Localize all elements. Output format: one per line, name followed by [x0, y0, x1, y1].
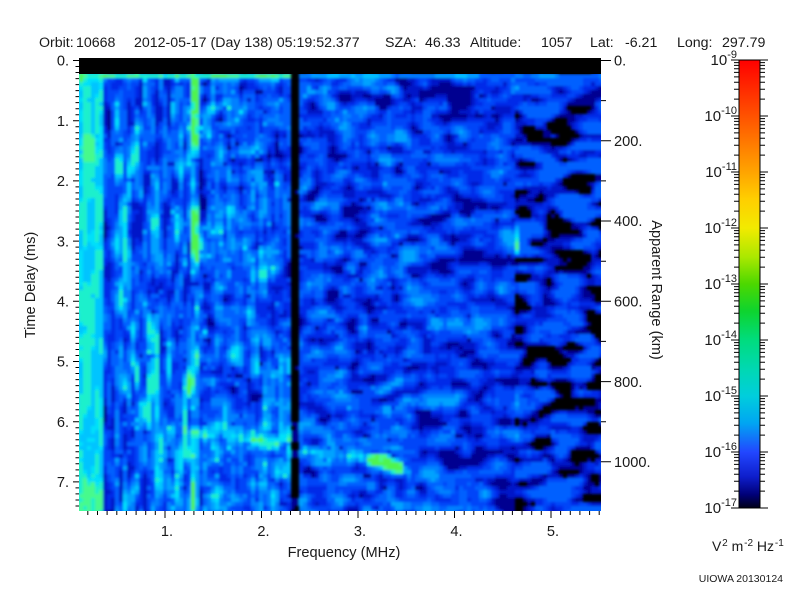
- svg-text:V 2 m -2 Hz -1: V 2 m -2 Hz -1: [712, 538, 784, 554]
- svg-text:2.: 2.: [257, 524, 269, 540]
- svg-text:Altitude:: Altitude:: [470, 35, 521, 51]
- svg-text:10-13: 10-13: [704, 273, 737, 293]
- svg-text:10-10: 10-10: [704, 105, 737, 125]
- svg-text:5.: 5.: [547, 524, 559, 540]
- svg-text:297.79: 297.79: [722, 35, 766, 51]
- svg-text:Time Delay (ms): Time Delay (ms): [23, 232, 39, 338]
- svg-text:10-16: 10-16: [704, 441, 737, 461]
- svg-text:3.: 3.: [354, 524, 366, 540]
- svg-text:4.: 4.: [57, 295, 69, 311]
- svg-text:Lat:: Lat:: [590, 35, 614, 51]
- svg-text:600.: 600.: [614, 295, 642, 311]
- svg-text:10-15: 10-15: [704, 385, 737, 405]
- svg-text:2.: 2.: [57, 174, 69, 190]
- svg-text:10-9: 10-9: [711, 49, 737, 69]
- svg-text:SZA:: SZA:: [385, 35, 417, 51]
- svg-text:Apparent Range (km): Apparent Range (km): [648, 220, 664, 360]
- svg-text:-6.21: -6.21: [625, 35, 657, 51]
- svg-text:6.: 6.: [57, 415, 69, 431]
- svg-text:UIOWA 20130124: UIOWA 20130124: [699, 573, 783, 585]
- svg-text:4.: 4.: [450, 524, 462, 540]
- svg-text:0.: 0.: [57, 54, 69, 70]
- svg-text:10-11: 10-11: [705, 161, 737, 181]
- svg-text:800.: 800.: [614, 375, 642, 391]
- svg-text:3.: 3.: [57, 234, 69, 250]
- svg-text:1.: 1.: [57, 114, 69, 130]
- svg-text:0.: 0.: [614, 54, 626, 70]
- svg-text:1057: 1057: [541, 35, 573, 51]
- svg-text:Frequency (MHz): Frequency (MHz): [288, 545, 401, 561]
- svg-text:10-17: 10-17: [704, 497, 737, 517]
- svg-text:Orbit:: Orbit:: [39, 35, 74, 51]
- svg-text:1000.: 1000.: [614, 455, 651, 471]
- svg-text:7.: 7.: [57, 475, 69, 491]
- svg-text:200.: 200.: [614, 134, 642, 150]
- svg-text:10668: 10668: [76, 35, 116, 51]
- svg-text:1.: 1.: [161, 524, 173, 540]
- svg-text:2012-05-17 (Day 138) 05:19:52.: 2012-05-17 (Day 138) 05:19:52.377: [134, 35, 360, 51]
- svg-text:10-12: 10-12: [704, 217, 737, 237]
- svg-text:46.33: 46.33: [425, 35, 461, 51]
- svg-text:5.: 5.: [57, 355, 69, 371]
- svg-text:10-14: 10-14: [704, 329, 737, 349]
- svg-text:Long:: Long:: [677, 35, 713, 51]
- svg-text:400.: 400.: [614, 214, 642, 230]
